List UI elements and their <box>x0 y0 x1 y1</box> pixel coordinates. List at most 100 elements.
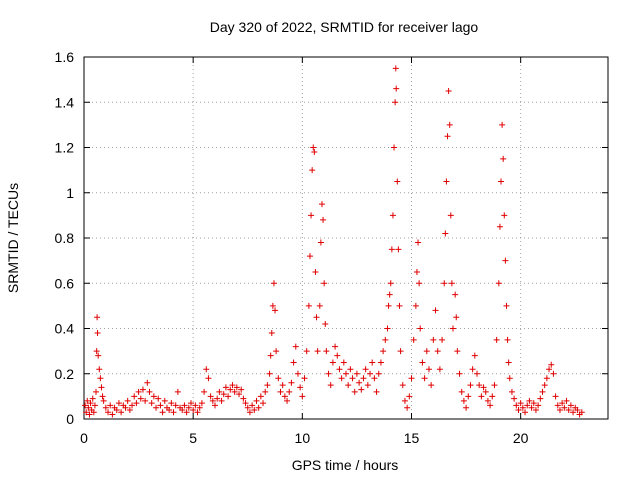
data-point <box>439 336 446 343</box>
data-point <box>115 400 122 407</box>
data-point <box>364 382 371 389</box>
data-point <box>543 375 550 382</box>
data-point <box>181 402 188 409</box>
data-point <box>314 348 321 355</box>
y-tick-label: 1.6 <box>55 49 75 65</box>
data-point <box>391 144 398 151</box>
data-point <box>231 388 238 395</box>
data-point <box>434 348 441 355</box>
data-point <box>153 404 160 411</box>
data-point <box>561 404 568 411</box>
data-point <box>218 397 225 404</box>
data-point <box>550 370 557 377</box>
data-point <box>340 359 347 366</box>
y-tick-label: 0.2 <box>55 366 75 382</box>
data-point <box>469 366 476 373</box>
data-point <box>421 375 428 382</box>
data-point <box>513 402 520 409</box>
data-point <box>321 280 328 287</box>
data-point <box>548 361 555 368</box>
data-point <box>541 382 548 389</box>
data-point <box>345 382 352 389</box>
data-point <box>444 133 451 140</box>
data-point <box>478 393 485 400</box>
data-point <box>203 366 210 373</box>
data-point <box>362 366 369 373</box>
data-point <box>118 409 125 416</box>
data-point <box>273 348 280 355</box>
data-point <box>442 230 449 237</box>
data-point <box>325 370 332 377</box>
data-point <box>90 409 97 416</box>
data-point <box>240 395 247 402</box>
data-point <box>192 402 199 409</box>
data-point <box>384 325 391 332</box>
x-tick-label: 5 <box>189 430 197 446</box>
data-point <box>474 370 480 377</box>
data-point <box>229 382 236 389</box>
data-point <box>183 409 190 416</box>
data-point <box>301 375 308 382</box>
data-point <box>392 65 399 72</box>
data-point <box>270 280 277 287</box>
data-point <box>109 411 116 418</box>
data-point <box>155 395 162 402</box>
data-point <box>458 388 465 395</box>
data-point <box>389 212 396 219</box>
data-point <box>371 375 378 382</box>
data-point <box>179 406 186 413</box>
data-point <box>385 302 392 309</box>
data-point <box>292 343 299 350</box>
data-point <box>286 388 293 395</box>
data-point <box>397 348 404 355</box>
data-point <box>503 302 510 309</box>
axis-ticks <box>83 56 608 420</box>
data-point <box>430 336 437 343</box>
data-point <box>570 409 577 416</box>
data-point <box>222 384 229 391</box>
data-point <box>519 404 526 411</box>
data-point <box>133 400 140 407</box>
data-point <box>467 382 474 389</box>
data-point <box>131 393 138 400</box>
data-point <box>499 121 506 128</box>
data-point <box>382 336 389 343</box>
data-point <box>511 395 518 402</box>
data-point <box>150 393 157 400</box>
data-point <box>97 375 104 382</box>
data-point <box>401 397 408 404</box>
data-point <box>537 395 544 402</box>
y-axis-label: SRMTID / TECUs <box>5 183 21 293</box>
data-point <box>539 388 546 395</box>
data-point <box>212 402 218 409</box>
data-point <box>279 382 286 389</box>
data-point <box>269 302 276 309</box>
data-point <box>515 406 522 413</box>
data-point <box>463 404 470 411</box>
data-point <box>264 382 271 389</box>
data-point <box>567 402 574 409</box>
data-point <box>452 291 459 298</box>
data-point <box>310 144 317 151</box>
data-point <box>482 388 489 395</box>
data-point <box>105 409 112 416</box>
y-axis-tick-labels: 0 0.2 0.4 0.6 0.8 1 1.2 1.4 1.6 <box>55 49 75 427</box>
data-point <box>122 404 129 411</box>
data-point <box>84 397 91 404</box>
y-tick-label: 0.6 <box>55 275 75 291</box>
data-point <box>532 406 539 413</box>
data-point <box>356 379 363 386</box>
data-point <box>148 400 155 407</box>
data-point <box>495 280 502 287</box>
data-point <box>277 388 284 395</box>
data-point <box>530 400 537 407</box>
x-axis-label: GPS time / hours <box>292 457 399 473</box>
data-point <box>375 370 382 377</box>
data-point <box>358 386 365 393</box>
data-point <box>399 382 406 389</box>
data-point <box>294 370 301 377</box>
data-point <box>281 393 288 400</box>
x-axis-tick-labels: 0 5 10 15 20 <box>80 430 529 446</box>
data-point <box>565 406 572 413</box>
data-point <box>524 402 531 409</box>
